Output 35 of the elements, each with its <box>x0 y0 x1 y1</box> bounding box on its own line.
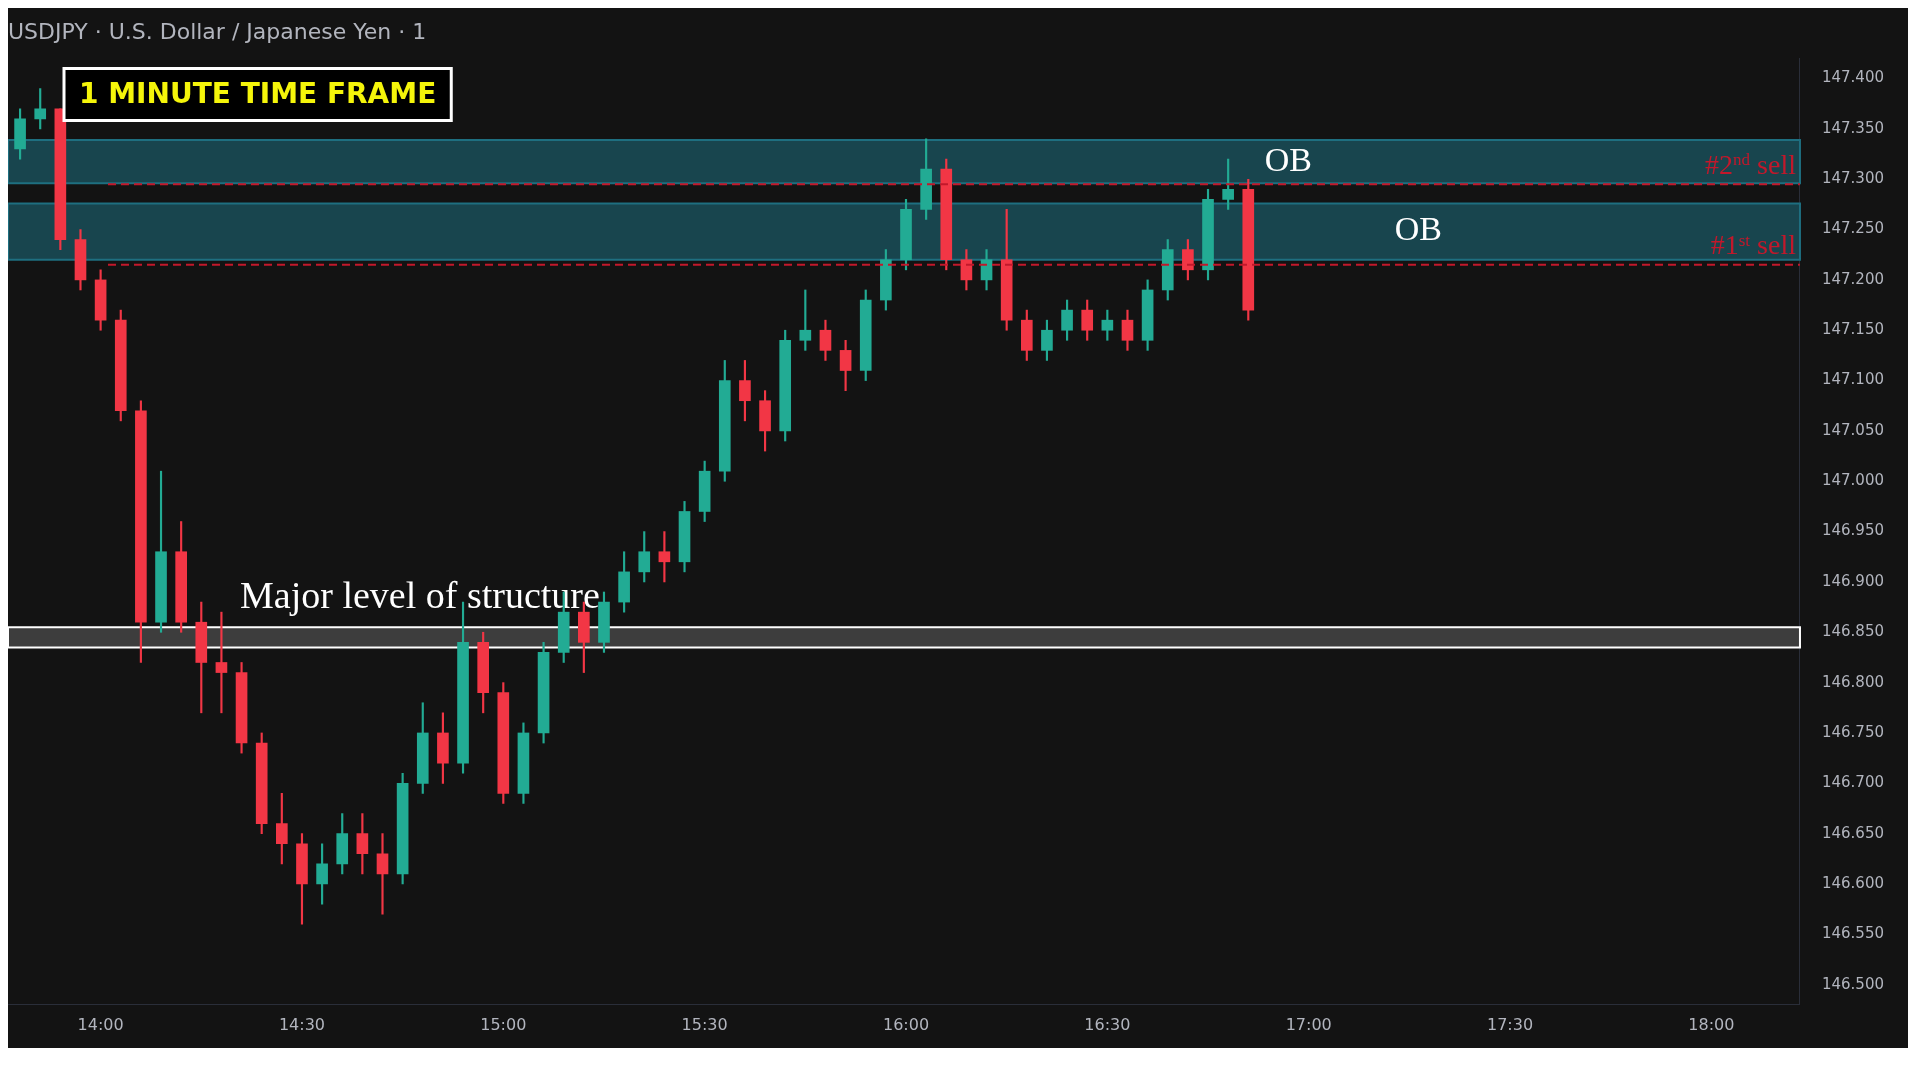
y-tick-label: 146.950 <box>1821 521 1884 540</box>
x-tick-label: 16:00 <box>882 1014 930 1034</box>
band-label: Major level of structure <box>240 574 600 617</box>
x-tick-label: 15:00 <box>480 1014 527 1034</box>
band-label: OB <box>1394 210 1442 248</box>
candlestick <box>376 833 389 915</box>
x-tick-label: 14:30 <box>278 1014 326 1034</box>
x-tick-label: 16:30 <box>1084 1014 1131 1034</box>
band-label: OB <box>1264 140 1312 178</box>
y-tick-label: 147.400 <box>1821 68 1884 87</box>
y-tick-label: 146.650 <box>1821 823 1884 842</box>
y-tick-label: 146.850 <box>1821 622 1884 641</box>
y-tick-label: 146.750 <box>1821 722 1884 741</box>
x-tick-label: 17:00 <box>1285 1014 1332 1034</box>
y-tick-label: 147.150 <box>1821 320 1884 339</box>
candlestick <box>215 611 228 714</box>
y-tick-label: 146.700 <box>1821 773 1884 792</box>
y-tick-label: 147.050 <box>1821 420 1884 439</box>
y-tick-label: 146.500 <box>1821 974 1884 993</box>
x-tick-label: 18:00 <box>1688 1014 1735 1034</box>
y-tick-label: 146.600 <box>1821 873 1884 892</box>
y-tick-label: 147.250 <box>1821 219 1884 238</box>
chart-title: USDJPY · U.S. Dollar / Japanese Yen · 1 <box>8 18 427 44</box>
y-tick-label: 146.800 <box>1821 672 1884 691</box>
x-tick-label: 15:30 <box>681 1014 728 1034</box>
y-tick-label: 147.200 <box>1821 269 1884 288</box>
x-tick-label: 17:30 <box>1486 1014 1534 1034</box>
y-tick-label: 147.100 <box>1821 370 1884 389</box>
y-tick-label: 147.350 <box>1821 118 1884 137</box>
y-tick-label: 146.550 <box>1821 924 1884 943</box>
y-tick-label: 146.900 <box>1821 571 1884 590</box>
annotation: 1 MINUTE TIME FRAME <box>79 76 437 110</box>
y-tick-label: 147.000 <box>1821 471 1884 490</box>
y-tick-label: 147.300 <box>1821 169 1884 188</box>
x-tick-label: 14:00 <box>77 1014 124 1034</box>
